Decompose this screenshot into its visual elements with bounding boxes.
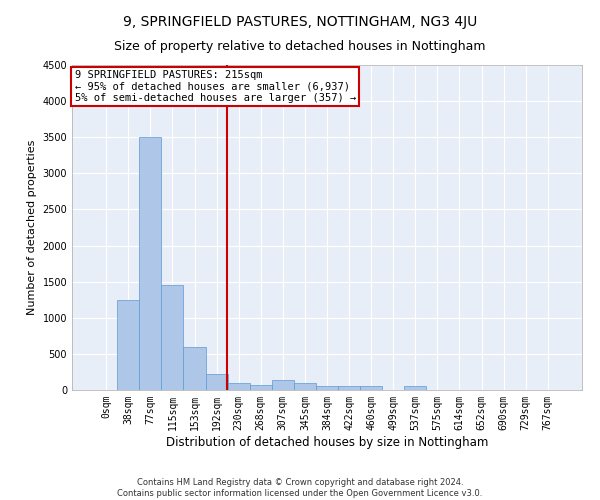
Bar (117, 300, 139, 390)
Text: 9, SPRINGFIELD PASTURES, NOTTINGHAM, NG3 4JU: 9, SPRINGFIELD PASTURES, NOTTINGHAM, NG3… (123, 15, 477, 29)
Text: Contains HM Land Registry data © Crown copyright and database right 2024.
Contai: Contains HM Land Registry data © Crown c… (118, 478, 482, 498)
Bar (338, 386, 360, 390)
Bar (206, 374, 227, 390)
Y-axis label: Number of detached properties: Number of detached properties (27, 140, 37, 315)
Bar (404, 386, 427, 390)
Bar (184, 346, 206, 390)
Bar (139, 137, 161, 390)
Bar (161, 286, 184, 390)
X-axis label: Distribution of detached houses by size in Nottingham: Distribution of detached houses by size … (166, 436, 488, 448)
Bar (294, 383, 316, 390)
Bar (360, 386, 382, 390)
Bar (227, 383, 250, 390)
Bar (316, 386, 338, 390)
Text: Size of property relative to detached houses in Nottingham: Size of property relative to detached ho… (114, 40, 486, 53)
Bar (250, 384, 272, 390)
Bar (272, 380, 294, 390)
Text: 9 SPRINGFIELD PASTURES: 215sqm
← 95% of detached houses are smaller (6,937)
5% o: 9 SPRINGFIELD PASTURES: 215sqm ← 95% of … (74, 70, 356, 103)
